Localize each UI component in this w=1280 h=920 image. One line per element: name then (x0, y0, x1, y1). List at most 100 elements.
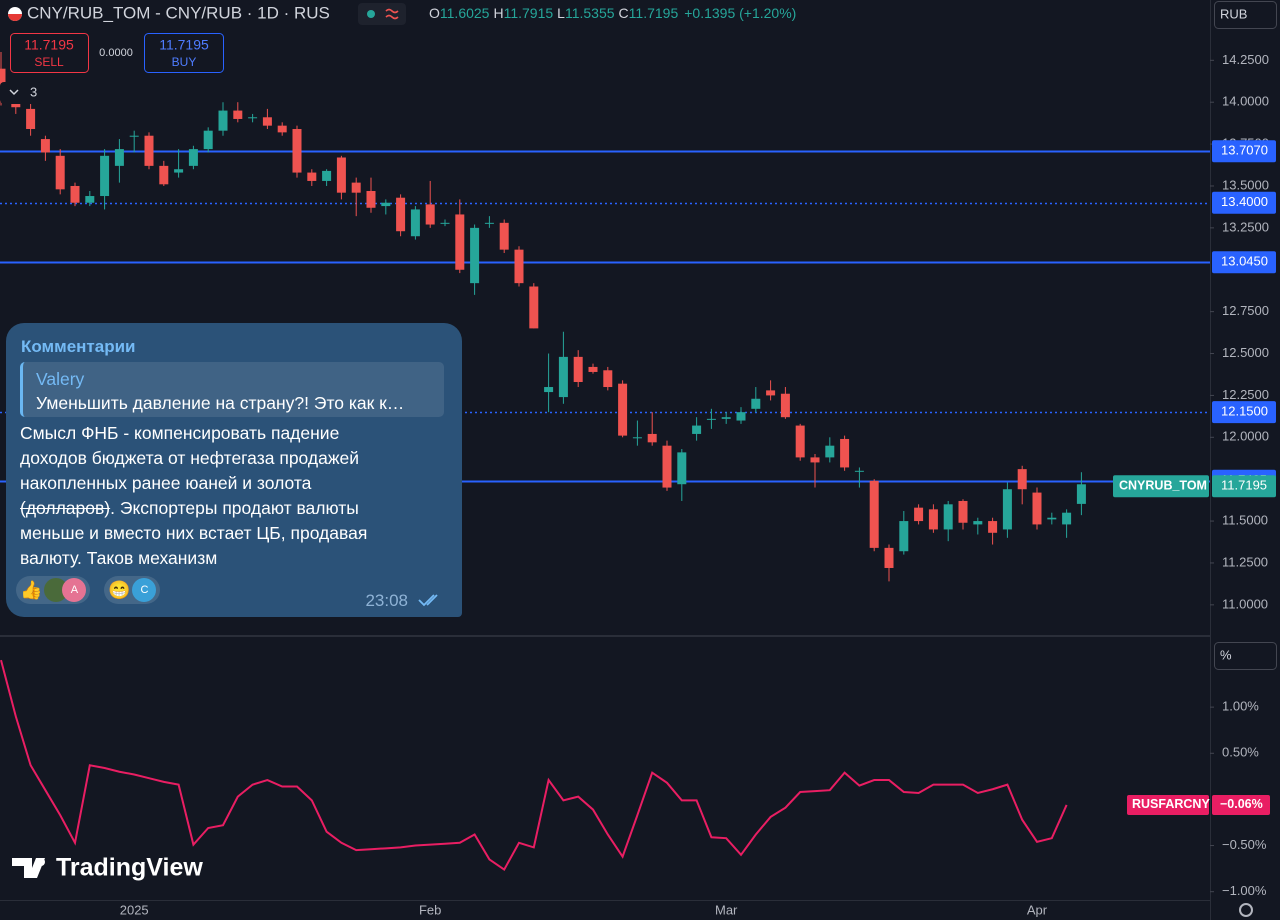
candle-body (988, 521, 998, 533)
y-tick-label: 14.2500 (1222, 52, 1269, 67)
symbol-title: CNY/RUB_TOM - CNY/RUB · 1D · RUS (27, 3, 330, 22)
candle-body (1032, 492, 1042, 525)
indicator-line (0, 659, 1068, 871)
candle-body (11, 102, 21, 108)
indicator-pane (0, 659, 1068, 871)
candle-body (958, 500, 968, 523)
series-name-bg (1127, 794, 1209, 815)
candle-body (188, 149, 198, 166)
legend-value: 11.6025 (440, 5, 490, 21)
y-tick-label: 14.0000 (1222, 94, 1269, 109)
message-line: (долларов). Экспортеры продают валюты (20, 496, 367, 521)
status-dot (367, 10, 375, 18)
candle-body (307, 172, 317, 181)
axes: 14.250014.000013.750013.500013.250012.75… (120, 52, 1276, 917)
currency-box[interactable] (1214, 1, 1277, 29)
candle-body (277, 125, 287, 133)
symbol-label: CNYRUB_TOM (1119, 479, 1207, 493)
candle-body (100, 155, 110, 197)
brand: TradingView (56, 854, 203, 882)
candle-body (396, 197, 406, 232)
settings-icon[interactable] (1239, 903, 1253, 917)
price-line-label: 13.7070 (1221, 143, 1268, 158)
legend-value: 11.5355 (565, 5, 615, 21)
candle-body (869, 480, 879, 548)
y-tick-label: 13.5000 (1222, 177, 1269, 192)
currency: RUB (1220, 6, 1247, 21)
message-line: доходов бюджета от нефтегаза продажей (20, 448, 360, 468)
candle-body (810, 457, 820, 463)
x-tick-label: 2025 (120, 902, 149, 917)
candle-body (736, 412, 746, 421)
unit-box[interactable] (1214, 642, 1277, 670)
price-line-label-bg (1212, 251, 1276, 274)
candle-body (40, 139, 50, 153)
candle-body (410, 209, 420, 237)
message-text: Смысл ФНБ - компенсировать падение доходо… (20, 421, 367, 571)
last-price: 11.7195 (1221, 478, 1267, 493)
candle-body (203, 130, 213, 150)
y-tick-label: 12.7500 (1222, 303, 1269, 318)
candle-body (721, 417, 731, 419)
legend-key: L (557, 5, 565, 21)
y-tick-label: −1.00% (1222, 883, 1267, 898)
x-tick-label: Mar (715, 902, 738, 917)
candle-body (248, 117, 258, 119)
price-line-label-bg (1212, 191, 1276, 214)
x-tick-label: Apr (1027, 902, 1048, 917)
message-line: накопленных ранее юаней и золота (20, 473, 312, 493)
candle-body (677, 452, 687, 485)
buy-button[interactable] (144, 33, 224, 73)
candle-body (751, 398, 761, 409)
price-line-label: 13.0450 (1221, 254, 1268, 269)
sell-label: SELL (34, 55, 64, 69)
sell-button[interactable] (10, 33, 89, 73)
candle-body (780, 393, 790, 418)
y-tick-label: 1.00% (1222, 699, 1259, 714)
candle-body (85, 196, 95, 203)
legend-key: C (619, 5, 629, 21)
candle-body (529, 286, 539, 329)
candle-body (692, 425, 702, 434)
candle-body (381, 202, 391, 207)
candle-body (1076, 484, 1086, 504)
reaction[interactable]: 😁 C (104, 576, 161, 604)
pane-unit: % (1220, 647, 1232, 662)
struck-text: (долларов) (20, 498, 111, 518)
y-tick-label: 12.0000 (1222, 429, 1269, 444)
symbol-label-bg (1113, 475, 1209, 498)
flag-icon-part (8, 14, 22, 21)
candle-body (55, 155, 65, 190)
brand-logo-dot (37, 858, 45, 866)
collapse-button[interactable] (0, 82, 42, 104)
candle-body (854, 470, 864, 472)
message-time: 23:08 (365, 591, 408, 610)
status-box (358, 3, 406, 25)
candle-body (618, 383, 628, 436)
sell-price: 11.7195 (24, 37, 74, 53)
y-tick-label: 11.0000 (1222, 596, 1268, 611)
candle-body (840, 438, 850, 468)
buy-label: BUY (172, 55, 197, 69)
legend-value: 11.7915 (504, 5, 554, 21)
reaction[interactable]: 👍 A (16, 576, 91, 604)
candle-body (440, 222, 450, 224)
avatar: C (132, 578, 157, 602)
candle-body (603, 370, 613, 388)
ohlc-legend: O11.6025 H11.7915 L11.5355 C11.7195 +0.1395 … (429, 5, 796, 21)
candle-body (336, 157, 346, 193)
candle-body (943, 504, 953, 530)
y-tick-label: 11.5000 (1222, 513, 1268, 528)
candle-body (662, 445, 672, 488)
status-icon (385, 8, 399, 20)
candle-body (795, 425, 805, 458)
brand-logo (12, 858, 45, 878)
candle-body (114, 149, 124, 166)
candle-body (1062, 512, 1072, 525)
candle-body (70, 185, 80, 203)
reply-box[interactable]: Valery Уменьшить давление на страну?! Это… (20, 362, 444, 417)
price-line-label: 13.4000 (1221, 194, 1268, 209)
candle-body (928, 509, 938, 530)
buy-price: 11.7195 (159, 37, 209, 53)
message-line: валюту. Таков механизм (20, 548, 218, 568)
